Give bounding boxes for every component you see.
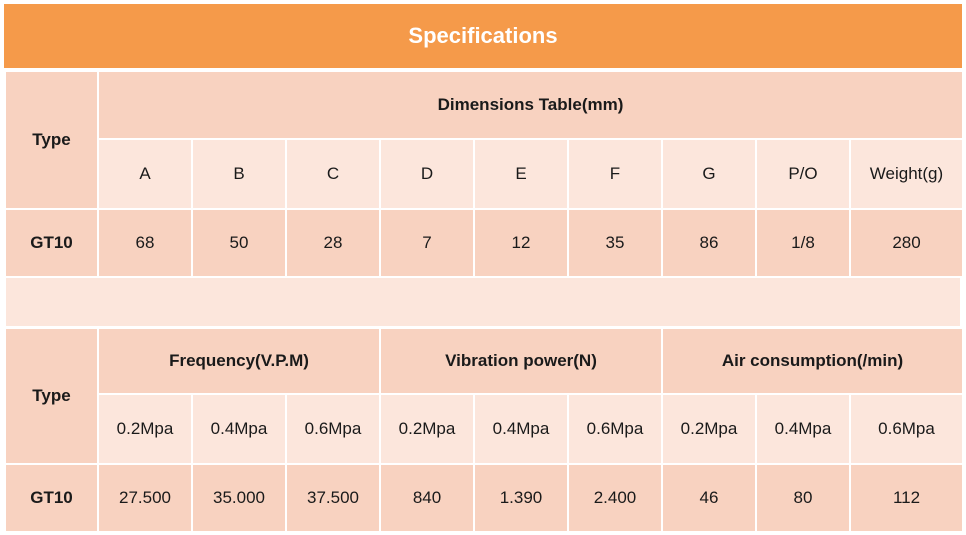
type-header: Type — [6, 72, 97, 208]
value-cell: 112 — [851, 465, 962, 531]
value-cell: 1/8 — [757, 210, 849, 276]
table-row: GT10 68 50 28 7 12 35 86 1/8 280 — [6, 210, 962, 276]
column-header: E — [475, 140, 567, 208]
column-header: 0.2Mpa — [99, 395, 191, 463]
value-cell: 50 — [193, 210, 285, 276]
value-cell: 1.390 — [475, 465, 567, 531]
value-cell: 80 — [757, 465, 849, 531]
column-header: Weight(g) — [851, 140, 962, 208]
value-cell: 7 — [381, 210, 473, 276]
column-header: G — [663, 140, 755, 208]
column-header: 0.6Mpa — [569, 395, 661, 463]
column-header: A — [99, 140, 191, 208]
table-spacer — [6, 278, 960, 326]
column-header: 0.4Mpa — [193, 395, 285, 463]
vibration-power-group-header: Vibration power(N) — [381, 329, 661, 393]
column-header: 0.6Mpa — [287, 395, 379, 463]
column-header: D — [381, 140, 473, 208]
frequency-group-header: Frequency(V.P.M) — [99, 329, 379, 393]
column-header: B — [193, 140, 285, 208]
air-consumption-group-header: Air consumption(/min) — [663, 329, 962, 393]
column-header: 0.2Mpa — [663, 395, 755, 463]
page-title: Specifications — [408, 23, 558, 48]
value-cell: 86 — [663, 210, 755, 276]
performance-table: Type Frequency(V.P.M) Vibration power(N)… — [4, 327, 964, 533]
value-cell: 37.500 — [287, 465, 379, 531]
value-cell: 12 — [475, 210, 567, 276]
column-header: 0.4Mpa — [757, 395, 849, 463]
dimensions-group-header: Dimensions Table(mm) — [99, 72, 962, 138]
column-header: 0.4Mpa — [475, 395, 567, 463]
value-cell: 46 — [663, 465, 755, 531]
value-cell: 68 — [99, 210, 191, 276]
type-header: Type — [6, 329, 97, 463]
value-cell: 35 — [569, 210, 661, 276]
column-header: F — [569, 140, 661, 208]
value-cell: 840 — [381, 465, 473, 531]
dimensions-table: Type Dimensions Table(mm) A B C D E F G … — [4, 70, 964, 278]
column-header: 0.6Mpa — [851, 395, 962, 463]
column-header: C — [287, 140, 379, 208]
column-header: 0.2Mpa — [381, 395, 473, 463]
model-cell: GT10 — [6, 210, 97, 276]
value-cell: 27.500 — [99, 465, 191, 531]
value-cell: 280 — [851, 210, 962, 276]
table-row: GT10 27.500 35.000 37.500 840 1.390 2.40… — [6, 465, 962, 531]
value-cell: 35.000 — [193, 465, 285, 531]
column-header: P/O — [757, 140, 849, 208]
value-cell: 28 — [287, 210, 379, 276]
value-cell: 2.400 — [569, 465, 661, 531]
title-bar: Specifications — [4, 4, 962, 68]
model-cell: GT10 — [6, 465, 97, 531]
